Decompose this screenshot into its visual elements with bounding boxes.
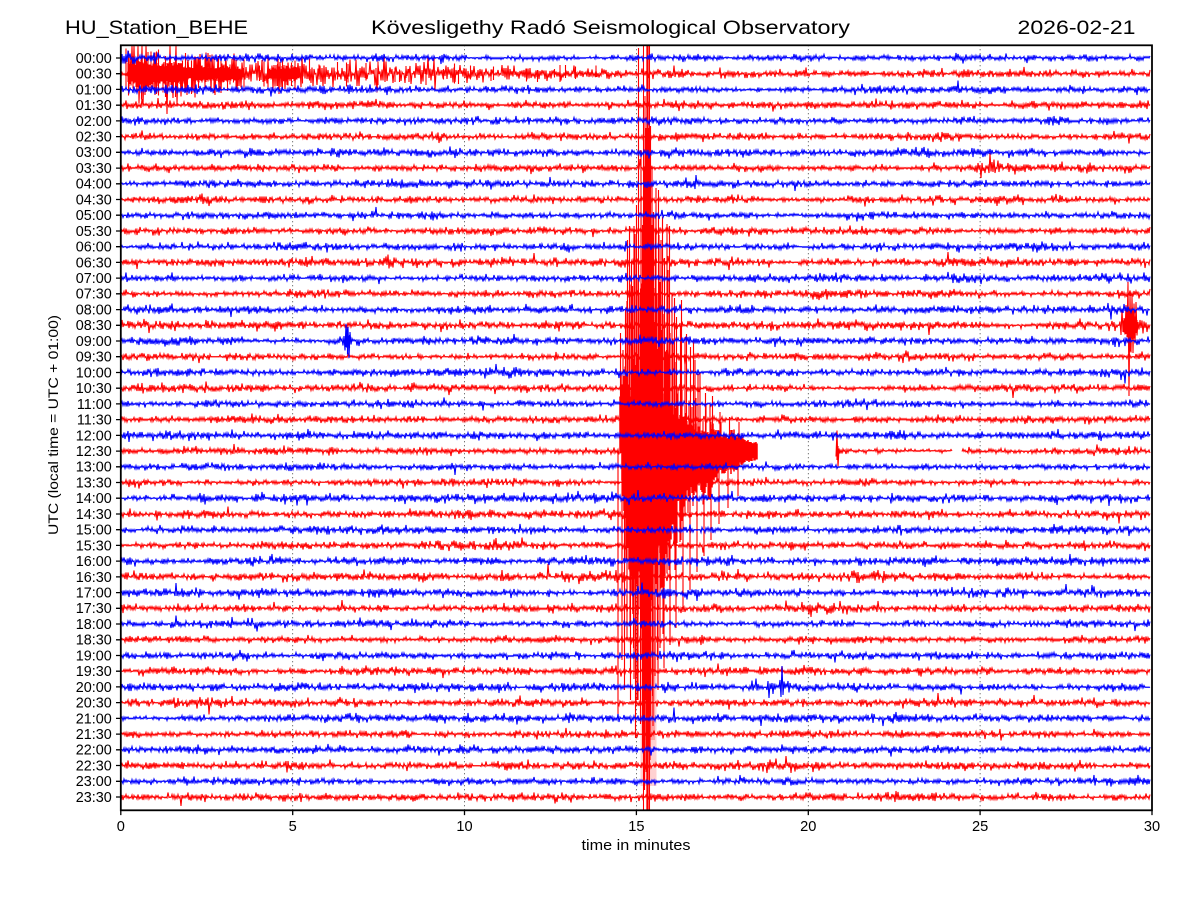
svg-text:19:00: 19:00: [76, 648, 112, 664]
svg-text:04:30: 04:30: [76, 192, 112, 208]
svg-text:13:00: 13:00: [76, 460, 112, 476]
svg-text:16:30: 16:30: [76, 570, 112, 586]
svg-text:06:30: 06:30: [76, 255, 112, 271]
svg-text:07:30: 07:30: [76, 287, 112, 303]
svg-text:17:30: 17:30: [76, 601, 112, 617]
svg-text:20: 20: [800, 819, 816, 835]
svg-text:5: 5: [289, 819, 297, 835]
svg-text:22:30: 22:30: [76, 758, 112, 774]
svg-text:19:30: 19:30: [76, 664, 112, 680]
svg-text:17:00: 17:00: [76, 585, 112, 601]
svg-text:18:00: 18:00: [76, 617, 112, 633]
svg-text:03:00: 03:00: [76, 145, 112, 161]
svg-text:15:00: 15:00: [76, 523, 112, 539]
svg-text:22:00: 22:00: [76, 743, 112, 759]
svg-text:13:30: 13:30: [76, 475, 112, 491]
svg-text:02:00: 02:00: [76, 114, 112, 130]
svg-text:11:00: 11:00: [77, 397, 112, 413]
svg-text:01:00: 01:00: [76, 82, 112, 98]
svg-text:04:00: 04:00: [76, 177, 112, 193]
svg-text:30: 30: [1144, 819, 1160, 835]
svg-text:Kövesligethy Radó Seismologica: Kövesligethy Radó Seismological Observat…: [371, 17, 850, 39]
svg-text:07:00: 07:00: [76, 271, 112, 287]
svg-text:16:00: 16:00: [76, 554, 112, 570]
svg-text:02:30: 02:30: [76, 130, 112, 146]
svg-text:03:30: 03:30: [76, 161, 112, 177]
svg-text:09:00: 09:00: [76, 334, 112, 350]
svg-text:20:00: 20:00: [76, 680, 112, 696]
svg-text:06:00: 06:00: [76, 240, 112, 256]
svg-text:21:30: 21:30: [76, 727, 112, 743]
svg-text:0: 0: [117, 819, 125, 835]
svg-text:00:30: 00:30: [76, 67, 112, 83]
svg-text:09:30: 09:30: [76, 350, 112, 366]
svg-text:00:00: 00:00: [76, 51, 112, 67]
svg-text:21:00: 21:00: [76, 711, 112, 727]
svg-text:14:30: 14:30: [76, 507, 112, 523]
svg-text:01:30: 01:30: [76, 98, 112, 114]
svg-text:14:00: 14:00: [76, 491, 112, 507]
svg-text:time in minutes: time in minutes: [582, 837, 691, 854]
svg-text:2026-02-21: 2026-02-21: [1018, 17, 1136, 39]
svg-text:UTC (local time = UTC + 01:00): UTC (local time = UTC + 01:00): [46, 315, 61, 535]
svg-text:23:30: 23:30: [76, 790, 112, 806]
svg-text:11:30: 11:30: [77, 413, 112, 429]
svg-text:10:00: 10:00: [76, 365, 112, 381]
svg-text:05:30: 05:30: [76, 224, 112, 240]
svg-text:12:30: 12:30: [76, 444, 112, 460]
svg-text:HU_Station_BEHE: HU_Station_BEHE: [65, 17, 248, 39]
svg-text:12:00: 12:00: [76, 428, 112, 444]
svg-text:18:30: 18:30: [76, 633, 112, 649]
svg-text:05:00: 05:00: [76, 208, 112, 224]
svg-text:10: 10: [456, 819, 472, 835]
svg-text:23:00: 23:00: [76, 774, 112, 790]
svg-text:08:30: 08:30: [76, 318, 112, 334]
svg-text:15: 15: [628, 819, 644, 835]
svg-text:25: 25: [972, 819, 988, 835]
svg-text:15:30: 15:30: [76, 538, 112, 554]
svg-text:10:30: 10:30: [76, 381, 112, 397]
svg-text:08:00: 08:00: [76, 302, 112, 318]
svg-text:20:30: 20:30: [76, 696, 112, 712]
